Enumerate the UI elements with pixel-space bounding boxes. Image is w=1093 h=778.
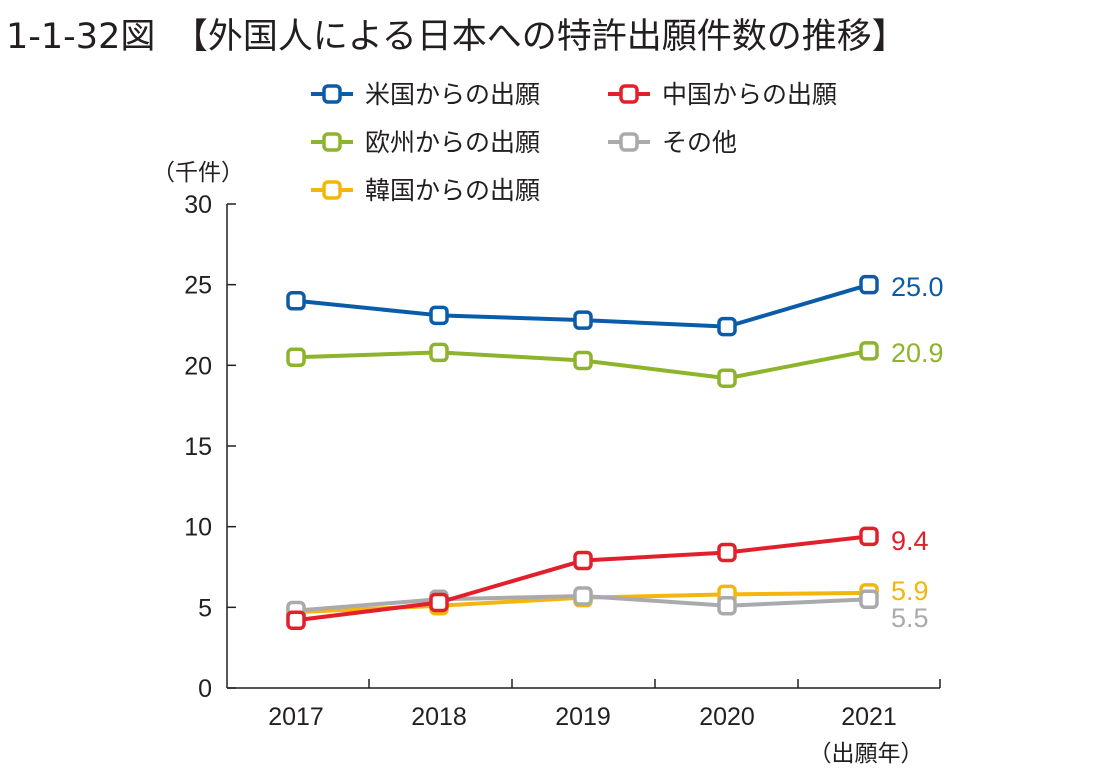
x-tick-label: 2021	[841, 703, 897, 731]
series-layer: 5.95.5 9.4 20.9 25.0	[286, 272, 944, 633]
y-tick-label: 15	[184, 433, 212, 461]
legend-label: 中国からの出願	[662, 80, 837, 109]
data-point-marker	[573, 310, 593, 330]
data-point-marker	[286, 347, 306, 368]
data-point-marker	[573, 350, 593, 371]
legend-marker-swatch	[322, 180, 342, 200]
data-point-marker	[859, 274, 879, 295]
data-point-marker	[429, 305, 449, 326]
legend-label: 韓国からの出願	[365, 176, 540, 205]
legend-item-4: 韓国からの出願	[311, 176, 540, 205]
x-tick-label: 2017	[268, 703, 324, 731]
legend-item-1: 中国からの出願	[608, 80, 837, 109]
legend-marker-swatch	[619, 132, 639, 152]
data-point-marker	[286, 610, 306, 630]
x-axis-unit-label: （出願年）	[809, 741, 924, 767]
data-point-marker	[859, 589, 879, 610]
chart-title: 1-1-32図 【外国人による日本への特許出願件数の推移】	[6, 17, 907, 57]
series-line	[295, 534, 870, 623]
data-point-marker	[859, 341, 879, 361]
y-tick-label: 25	[184, 272, 212, 300]
x-tick-label: 2020	[699, 703, 755, 731]
data-point-marker	[717, 368, 737, 388]
y-tick-label: 10	[184, 514, 212, 542]
x-tick-label: 2018	[411, 703, 467, 731]
data-point-marker	[286, 291, 306, 311]
series-0: 25.0	[286, 272, 944, 337]
data-point-marker	[573, 586, 593, 606]
legend-marker-swatch	[322, 132, 342, 152]
legend-marker-swatch	[322, 84, 342, 104]
end-value-label: 20.9	[891, 338, 944, 368]
data-point-marker	[429, 592, 449, 613]
y-tick-label: 5	[198, 594, 212, 622]
y-axis-unit-label: （千件）	[152, 160, 244, 186]
legend-label: 米国からの出願	[365, 80, 540, 109]
x-tick-label: 2019	[555, 703, 611, 731]
data-point-marker	[717, 316, 737, 337]
end-value-label: 5.9	[891, 576, 929, 606]
legend-item-2: 欧州からの出願	[311, 128, 540, 157]
series-2: 20.9	[286, 338, 944, 388]
legend-item-0: 米国からの出願	[311, 80, 540, 109]
series-1: 9.4	[286, 526, 929, 630]
data-point-marker	[859, 526, 879, 547]
legend-label: その他	[662, 128, 737, 157]
y-tick-label: 0	[198, 675, 212, 703]
end-value-label: 25.0	[891, 272, 944, 302]
data-point-marker	[429, 342, 449, 363]
end-value-label: 9.4	[891, 526, 929, 556]
data-point-marker	[717, 595, 737, 616]
legend-marker-swatch	[619, 84, 639, 104]
y-tick-label: 30	[184, 191, 212, 219]
legend-label: 欧州からの出願	[365, 128, 540, 157]
axes: 0 5 10 15 20 25 30 2017 2018 2019 2020 2021 （千件） （出願年…	[152, 160, 941, 767]
y-tick-label: 20	[184, 352, 212, 380]
end-value-label: 5.5	[891, 603, 929, 633]
data-point-marker	[717, 542, 737, 563]
legend-item-3: その他	[608, 128, 737, 157]
data-point-marker	[573, 550, 593, 571]
